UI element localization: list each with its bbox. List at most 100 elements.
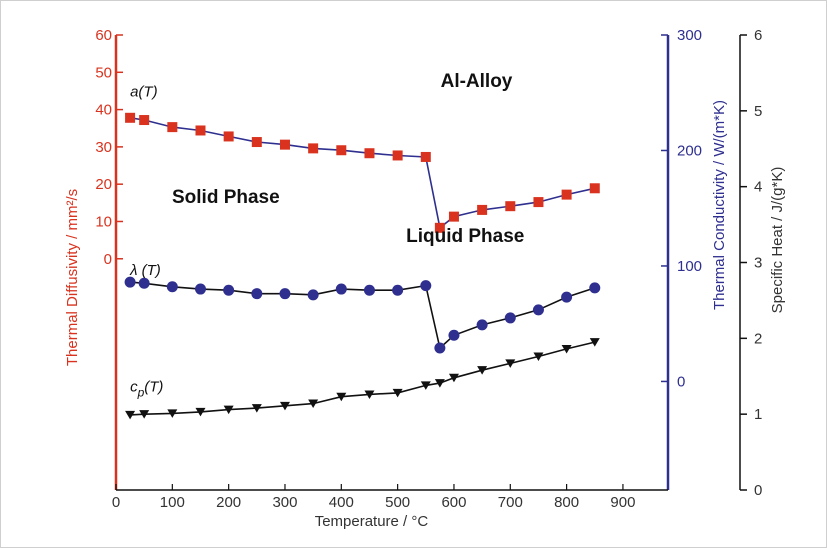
data-point-triangle — [251, 404, 262, 413]
diffusivity-tick-label: 20 — [95, 176, 112, 193]
data-point-triangle — [505, 359, 516, 368]
data-point-triangle — [392, 388, 403, 398]
data-point-circle — [476, 319, 488, 331]
data-point-square — [223, 131, 234, 142]
data-point-triangle — [195, 407, 206, 417]
data-point-circle — [392, 284, 404, 296]
data-point-triangle — [223, 405, 234, 415]
data-point-circle — [138, 277, 150, 289]
data-point-square — [533, 197, 544, 208]
conductivity-tick-label: 0 — [677, 373, 685, 390]
data-point-circle — [124, 276, 136, 288]
data-point-square — [139, 115, 150, 126]
data-point-square — [434, 222, 445, 233]
annotation-1: Solid Phase — [172, 187, 280, 208]
data-point-circle — [532, 304, 544, 316]
data-point-square — [477, 204, 488, 215]
x-tick-label: 300 — [272, 494, 297, 511]
x-tick-label: 700 — [498, 494, 523, 511]
data-point-triangle — [279, 401, 290, 411]
data-point-square — [167, 122, 178, 133]
diffusivity-tick-label: 50 — [95, 64, 112, 81]
diffusivity-tick-label: 10 — [95, 213, 112, 230]
data-point-circle — [335, 283, 347, 295]
data-point-square — [589, 183, 600, 194]
data-point-circle — [279, 288, 291, 300]
data-point-square — [195, 125, 206, 136]
data-point-triangle — [336, 392, 347, 402]
curve-label-subscript: p — [137, 385, 145, 399]
data-point-triangle — [125, 410, 136, 420]
x-tick-label: 500 — [385, 494, 410, 511]
specific-heat-tick-label: 4 — [754, 179, 762, 196]
data-point-circle — [504, 312, 516, 324]
x-tick-label: 800 — [554, 494, 579, 511]
curve-label-rest: (T) — [144, 378, 163, 395]
data-point-circle — [166, 281, 178, 293]
x-tick-label: 100 — [160, 494, 185, 511]
diffusivity-axis-label: Thermal Diffusivity / mm²/s — [64, 189, 81, 366]
data-point-triangle — [139, 410, 150, 419]
conductivity-tick-label: 100 — [677, 258, 702, 275]
data-point-square — [279, 139, 290, 150]
data-point-circle — [420, 280, 432, 292]
data-point-square — [251, 137, 262, 148]
series-line-2 — [130, 341, 595, 416]
data-point-circle — [589, 282, 601, 294]
data-point-triangle — [448, 373, 459, 383]
data-point-square — [308, 143, 319, 154]
specific-heat-tick-label: 2 — [754, 330, 762, 347]
curve-label-cp: cp(T) — [130, 378, 163, 399]
data-point-circle — [363, 284, 375, 296]
data-point-square — [125, 112, 136, 123]
x-tick-label: 0 — [112, 494, 120, 511]
x-tick-label: 900 — [610, 494, 635, 511]
data-point-circle — [307, 289, 319, 301]
data-point-triangle — [167, 409, 178, 418]
annotation-layer: Al-Alloy Solid Phase Liquid Phase a(T) λ (T)… — [129, 71, 524, 399]
specific-heat-tick-label: 3 — [754, 255, 762, 272]
specific-heat-tick-label: 5 — [754, 103, 762, 120]
data-point-circle — [223, 284, 235, 296]
diffusivity-tick-label: 60 — [95, 27, 112, 44]
data-point-square — [561, 189, 572, 200]
diffusivity-tick-label: 0 — [104, 251, 112, 268]
data-point-triangle — [364, 390, 375, 399]
specific-heat-tick-label: 1 — [754, 406, 762, 423]
data-point-triangle — [561, 344, 572, 354]
data-point-circle — [448, 329, 460, 341]
conductivity-tick-label: 300 — [677, 27, 702, 44]
data-point-square — [364, 148, 375, 159]
x-tick-label: 400 — [329, 494, 354, 511]
diffusivity-tick-label: 40 — [95, 102, 112, 119]
data-point-triangle — [533, 352, 544, 362]
specific-heat-tick-label: 6 — [754, 27, 762, 44]
x-tick-label: 200 — [216, 494, 241, 511]
specific-heat-tick-label: 0 — [754, 482, 762, 499]
conductivity-axis-label: Thermal Conductivity / W/(m*K) — [711, 100, 728, 310]
data-point-circle — [434, 342, 446, 354]
series-layer — [124, 112, 601, 420]
data-point-triangle — [420, 381, 431, 390]
specific-heat-axis-label: Specific Heat / J/(g*K) — [769, 167, 786, 314]
curve-label-3: a(T) — [130, 84, 158, 101]
data-point-triangle — [308, 399, 319, 409]
annotation-0: Al-Alloy — [441, 71, 513, 92]
annotation-2: Liquid Phase — [406, 226, 524, 247]
data-point-circle — [251, 288, 263, 300]
data-point-triangle — [589, 338, 600, 347]
data-point-triangle — [434, 379, 445, 388]
curve-label-c: c — [130, 378, 138, 395]
data-point-square — [505, 201, 516, 212]
conductivity-tick-label: 200 — [677, 142, 702, 159]
data-point-circle — [561, 291, 573, 303]
data-point-square — [336, 145, 347, 156]
diffusivity-tick-label: 30 — [95, 139, 112, 156]
x-axis-label: Temperature / °C — [315, 513, 429, 530]
data-point-square — [448, 211, 459, 222]
x-tick-label: 600 — [441, 494, 466, 511]
data-point-circle — [194, 283, 206, 295]
data-point-square — [392, 150, 403, 161]
